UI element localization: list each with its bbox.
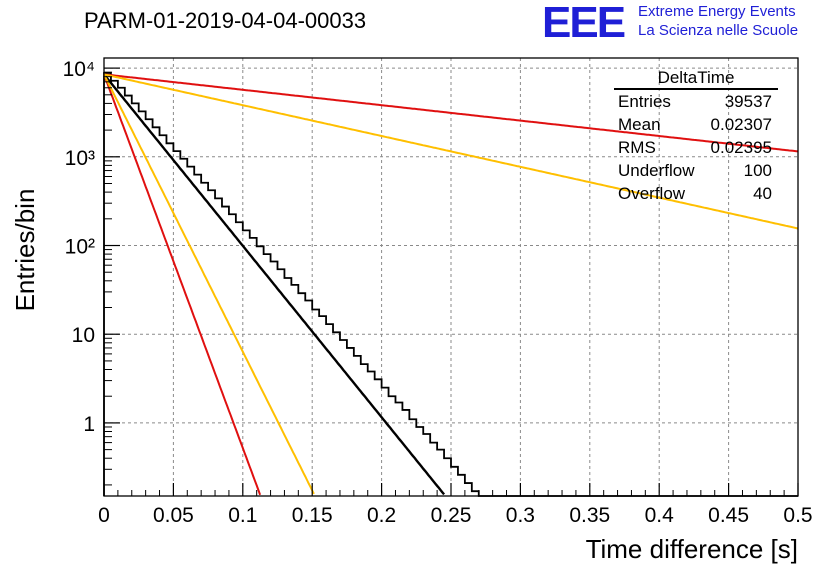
stats-row-mean: Mean 0.02307: [612, 113, 782, 136]
y-tick-label: 10⁴: [63, 58, 95, 81]
x-tick-label: 0.35: [569, 504, 610, 527]
x-tick-label: 0.2: [367, 504, 396, 527]
x-axis-label: Time difference [s]: [586, 534, 798, 564]
logo-line-1: Extreme Energy Events: [638, 3, 796, 20]
x-tick-label: 0.05: [153, 504, 194, 527]
eee-logo: EEE Extreme Energy Events La Scienza nel…: [542, 0, 836, 46]
fit-curve-0: [103, 73, 446, 496]
x-tick-label: 0.15: [292, 504, 333, 527]
logo-line-2: La Scienza nelle Scuole: [638, 22, 799, 39]
x-tick-label: 0.5: [783, 504, 812, 527]
stats-value: 0.02307: [710, 115, 772, 134]
stats-box: DeltaTime Entries 39537 Mean 0.02307 RMS…: [612, 68, 782, 205]
stats-label: Overflow: [618, 184, 686, 203]
stats-row-entries: Entries 39537: [612, 90, 782, 113]
stats-label: Entries: [618, 92, 671, 111]
stats-value: 40: [753, 184, 772, 203]
y-tick-label: 1: [83, 413, 95, 436]
stats-label: Mean: [618, 115, 661, 134]
stats-row-underflow: Underflow 100: [612, 159, 782, 182]
fit-curve-1: [103, 74, 262, 496]
x-tick-label: 0: [98, 504, 110, 527]
stats-value: 100: [743, 161, 772, 180]
histogram-title: PARM-01-2019-04-04-00033: [84, 8, 367, 33]
x-tick-label: 0.4: [645, 504, 675, 527]
eee-logo-mark: EEE: [542, 0, 626, 47]
fit-curve-2: [103, 73, 315, 495]
y-tick-label: 10³: [65, 147, 95, 170]
stats-title: DeltaTime: [614, 68, 778, 90]
stats-value: 0.02395: [710, 138, 772, 157]
grid-lines: [104, 58, 798, 496]
y-tick-label: 10: [72, 324, 95, 347]
x-axis: 0 0.05 0.1 0.15 0.2 0.25 0.3 0.35 0.4 0.45 0.5: [98, 483, 813, 527]
y-tick-label: 10²: [65, 236, 95, 259]
y-axis-label: Entries/bin: [10, 189, 40, 312]
stats-label: RMS: [618, 138, 656, 157]
x-tick-label: 0.3: [506, 504, 535, 527]
fit-curve-4: [103, 73, 799, 230]
fit-curves: [103, 73, 799, 496]
stats-label: Underflow: [618, 161, 695, 180]
stats-value: 39537: [724, 92, 772, 111]
x-tick-label: 0.25: [431, 504, 472, 527]
stats-row-overflow: Overflow 40: [612, 182, 782, 205]
x-tick-label: 0.45: [708, 504, 749, 527]
x-tick-label: 0.1: [228, 504, 257, 527]
y-axis: 1 10 10² 10³ 10⁴: [63, 58, 120, 486]
stats-row-rms: RMS 0.02395: [612, 136, 782, 159]
fit-curve-3: [103, 73, 799, 153]
